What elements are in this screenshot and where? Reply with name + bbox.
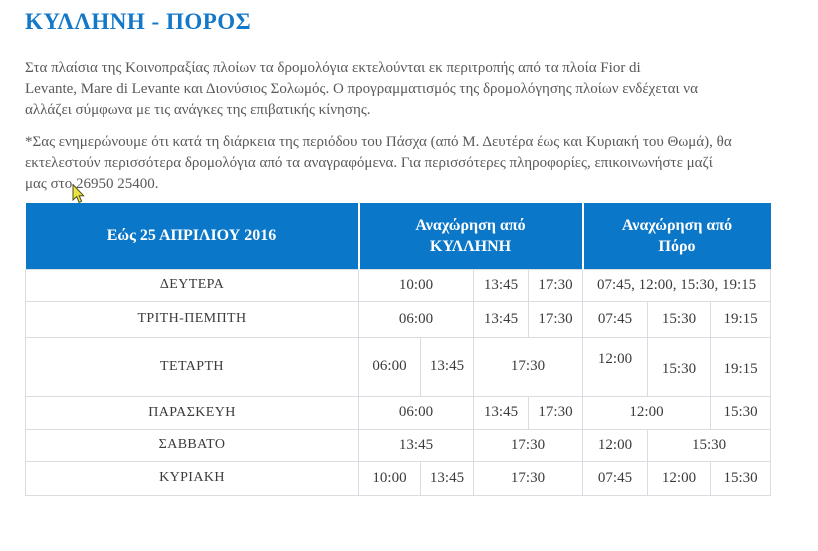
time-value: 15:30 <box>691 436 727 453</box>
time-cell: 13:45 <box>473 395 529 430</box>
time-value: 17:30 <box>510 469 546 486</box>
day-cell: ΚΥΡΙΑΚΗ <box>25 460 359 496</box>
time-cell: 15:30 <box>710 460 772 496</box>
day-cell: ΤΡΙΤΗ-ΠΕΜΠΤΗ <box>25 300 359 338</box>
day-cell: ΣΑΒΒΑΤΟ <box>25 428 359 462</box>
time-cell: 12:00 <box>582 336 649 397</box>
time-value: 17:30 <box>538 276 573 293</box>
time-cell: 06:00 <box>358 300 474 338</box>
time-value: 13:45 <box>398 436 434 453</box>
time-cell: 15:30 <box>647 300 712 338</box>
time-cell: 07:45, 12:00, 15:30, 19:15 <box>582 268 772 302</box>
ferry-timetable: Εώς 25 ΑΠΡΙΛΙΟΥ 2016 Αναχώρηση από ΚΥΛΛΗΝ… <box>25 203 772 496</box>
time-cell: 17:30 <box>527 395 584 430</box>
time-value: 15:30 <box>723 469 758 486</box>
table-row: ΠΑΡΑΣΚΕΥΗ 06:00 13:45 17:30 12:00 15:30 <box>25 395 772 430</box>
header-cell-0: Εώς 25 ΑΠΡΙΛΙΟΥ 2016 <box>25 203 359 269</box>
timetable-body: ΔΕΥΤΕΡΑ 10:00 13:45 17:30 07:45, 12:00, 15:3… <box>25 268 772 496</box>
time-value: 10:00 <box>372 469 407 486</box>
table-row: ΤΡΙΤΗ-ΠΕΜΠΤΗ 06:00 13:45 17:30 07:45 15:30 19:… <box>25 300 772 338</box>
time-cell: 17:30 <box>472 336 584 397</box>
time-value: 07:45, 12:00, 15:30, 19:15 <box>596 276 757 293</box>
time-value: 13:45 <box>483 310 519 327</box>
time-cell: 07:45 <box>582 300 649 338</box>
time-value: 13:45 <box>429 469 465 486</box>
time-value: 17:30 <box>510 358 546 374</box>
time-cell: 17:30 <box>527 300 584 338</box>
timetable-header-row: Εώς 25 ΑΠΡΙΛΙΟΥ 2016 Αναχώρηση από ΚΥΛΛΗΝ… <box>25 203 771 269</box>
time-value: 17:30 <box>510 436 546 453</box>
time-cell: 13:45 <box>358 428 474 462</box>
time-cell: 07:45 <box>582 460 649 496</box>
time-value: 07:45 <box>597 310 633 327</box>
time-cell: 13:45 <box>420 336 474 397</box>
time-value: 12:00 <box>629 404 664 420</box>
time-value: 12:00 <box>597 351 633 367</box>
time-value: 15:30 <box>723 404 758 420</box>
time-value: 15:30 <box>661 361 697 377</box>
time-value: 13:45 <box>429 358 465 374</box>
page-content: ΚΥΛΛΗΝΗ - ΠΟΡΟΣ Στα πλαίσια της Κοινοπρα… <box>25 9 772 496</box>
time-cell: 10:00 <box>358 460 421 496</box>
table-row: ΔΕΥΤΕΡΑ 10:00 13:45 17:30 07:45, 12:00, 15:3… <box>25 268 772 302</box>
time-cell: 06:00 <box>358 395 474 430</box>
day-cell: ΠΑΡΑΣΚΕΥΗ <box>25 395 359 430</box>
time-cell: 19:15 <box>710 336 772 397</box>
time-cell: 13:45 <box>473 268 529 302</box>
time-value: 13:45 <box>483 276 519 293</box>
time-cell: 17:30 <box>527 268 584 302</box>
header-cell-1: Αναχώρηση από ΚΥΛΛΗΝΗ <box>357 203 583 269</box>
day-cell: ΔΕΥΤΕΡΑ <box>25 268 359 302</box>
easter-notice-paragraph: *Σας ενημερώνουμε ότι κατά τη διάρκεια τ… <box>25 134 732 192</box>
time-value: 07:45 <box>597 469 633 486</box>
time-cell: 06:00 <box>358 336 421 397</box>
time-cell: 15:30 <box>710 395 772 430</box>
table-row: ΤΕΤΑΡΤΗ 06:00 13:45 17:30 12:00 15:30 19:15 <box>25 336 772 397</box>
time-value: 17:30 <box>538 310 573 327</box>
intro-paragraph: Στα πλαίσια της Κοινοπραξίας πλοίων τα δ… <box>25 60 698 118</box>
time-value: 15:30 <box>661 310 697 327</box>
time-value: 06:00 <box>398 404 434 420</box>
time-value: 19:15 <box>723 361 758 377</box>
time-cell: 17:30 <box>472 460 584 496</box>
time-cell: 15:30 <box>647 336 712 397</box>
header-cell-2: Αναχώρηση από Πόρο <box>581 203 771 269</box>
time-cell: 12:00 <box>647 460 712 496</box>
page-title: ΚΥΛΛΗΝΗ - ΠΟΡΟΣ <box>25 9 252 34</box>
time-value: 06:00 <box>398 310 434 327</box>
table-row: ΣΑΒΒΑΤΟ 13:45 17:30 12:00 15:30 <box>25 428 772 462</box>
time-value: 17:30 <box>538 404 573 420</box>
time-cell: 12:00 <box>582 395 712 430</box>
time-value: 06:00 <box>372 358 407 374</box>
time-cell: 19:15 <box>710 300 772 338</box>
day-cell: ΤΕΤΑΡΤΗ <box>25 336 359 397</box>
time-value: 19:15 <box>723 310 758 327</box>
time-cell: 17:30 <box>472 428 584 462</box>
time-cell: 10:00 <box>358 268 474 302</box>
time-value: 13:45 <box>483 404 519 420</box>
table-row: ΚΥΡΙΑΚΗ 10:00 13:45 17:30 07:45 12:00 15:30 <box>25 460 772 496</box>
time-cell: 13:45 <box>473 300 529 338</box>
time-value: 10:00 <box>398 276 434 293</box>
time-value: 12:00 <box>661 469 697 486</box>
time-cell: 12:00 <box>582 428 649 462</box>
time-cell: 15:30 <box>647 428 772 462</box>
time-value: 12:00 <box>597 436 633 453</box>
time-cell: 13:45 <box>420 460 474 496</box>
